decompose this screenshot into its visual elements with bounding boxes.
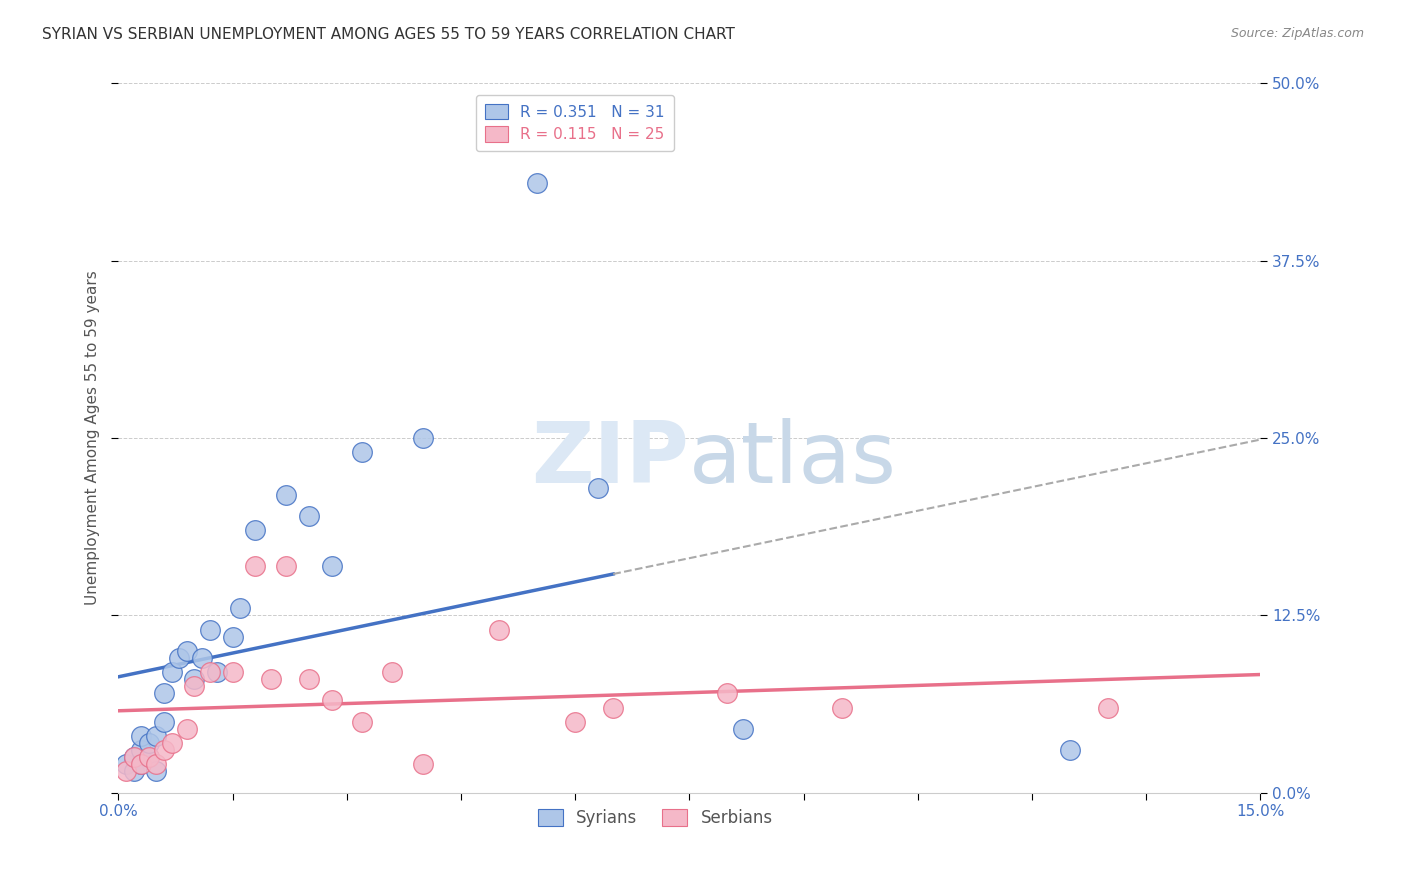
Point xyxy=(183,679,205,693)
Point xyxy=(153,686,176,700)
Point xyxy=(115,764,138,779)
Text: ZIP: ZIP xyxy=(531,417,689,500)
Point xyxy=(145,764,167,779)
Point xyxy=(129,757,152,772)
Point xyxy=(176,722,198,736)
Point xyxy=(245,558,267,573)
Point xyxy=(245,523,267,537)
Point xyxy=(412,431,434,445)
Y-axis label: Unemployment Among Ages 55 to 59 years: Unemployment Among Ages 55 to 59 years xyxy=(86,270,100,606)
Point xyxy=(298,672,321,686)
Point xyxy=(138,750,160,764)
Point xyxy=(1097,700,1119,714)
Point xyxy=(198,623,221,637)
Point xyxy=(221,665,243,679)
Point xyxy=(129,729,152,743)
Point xyxy=(129,757,152,772)
Point xyxy=(298,509,321,524)
Text: atlas: atlas xyxy=(689,417,897,500)
Point xyxy=(586,481,609,495)
Point xyxy=(198,665,221,679)
Point xyxy=(321,558,343,573)
Point xyxy=(274,488,297,502)
Point xyxy=(716,686,738,700)
Point xyxy=(160,665,183,679)
Point xyxy=(274,558,297,573)
Point xyxy=(229,601,252,615)
Point xyxy=(412,757,434,772)
Point xyxy=(160,736,183,750)
Point xyxy=(176,644,198,658)
Point xyxy=(526,176,548,190)
Point xyxy=(207,665,229,679)
Point xyxy=(145,757,167,772)
Legend: Syrians, Serbians: Syrians, Serbians xyxy=(531,803,779,834)
Point xyxy=(153,714,176,729)
Point xyxy=(731,722,754,736)
Point xyxy=(381,665,404,679)
Point xyxy=(221,630,243,644)
Point xyxy=(1059,743,1081,757)
Point xyxy=(191,651,214,665)
Point xyxy=(153,743,176,757)
Point xyxy=(602,700,624,714)
Point xyxy=(321,693,343,707)
Point xyxy=(138,736,160,750)
Text: Source: ZipAtlas.com: Source: ZipAtlas.com xyxy=(1230,27,1364,40)
Point xyxy=(167,651,190,665)
Point xyxy=(183,672,205,686)
Point xyxy=(350,714,373,729)
Point xyxy=(138,750,160,764)
Point xyxy=(122,764,145,779)
Point xyxy=(115,757,138,772)
Point xyxy=(488,623,510,637)
Point xyxy=(129,743,152,757)
Point xyxy=(122,750,145,764)
Point xyxy=(145,729,167,743)
Point xyxy=(122,750,145,764)
Point xyxy=(350,445,373,459)
Point xyxy=(831,700,853,714)
Point xyxy=(259,672,281,686)
Text: SYRIAN VS SERBIAN UNEMPLOYMENT AMONG AGES 55 TO 59 YEARS CORRELATION CHART: SYRIAN VS SERBIAN UNEMPLOYMENT AMONG AGE… xyxy=(42,27,735,42)
Point xyxy=(564,714,586,729)
